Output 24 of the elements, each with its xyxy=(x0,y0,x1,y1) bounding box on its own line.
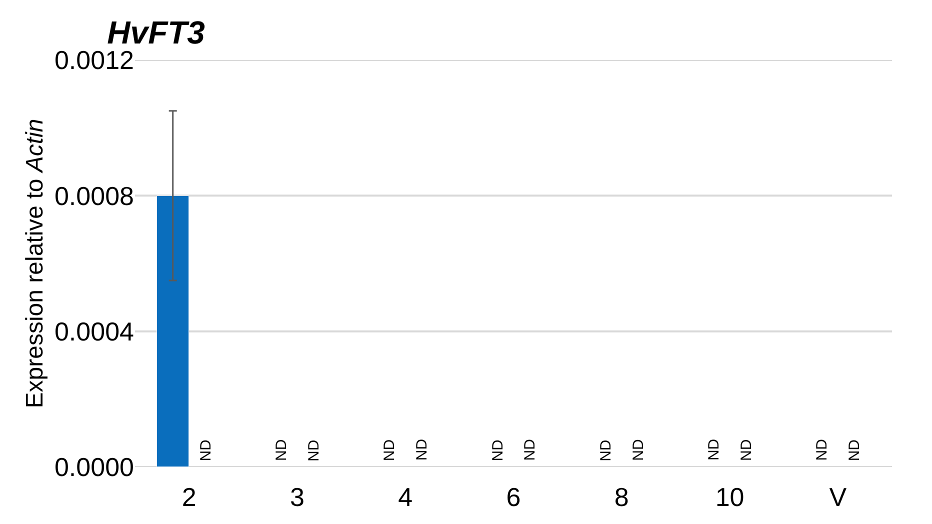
x-tick-label: 6 xyxy=(506,482,521,512)
text: ND xyxy=(272,439,290,461)
x-tick-label: 4 xyxy=(398,482,413,512)
y-tick-label: 0.0008 xyxy=(54,180,134,211)
x-tick-label: 3 xyxy=(290,482,304,512)
text: ND xyxy=(305,440,322,462)
text: ND xyxy=(630,439,647,461)
y-axis-title: Expression relative to Actin xyxy=(22,118,49,408)
y-tick-label: 0.0004 xyxy=(54,316,134,346)
x-tick-label: V xyxy=(829,482,848,512)
text: ND xyxy=(197,440,214,462)
text: ND xyxy=(381,439,398,462)
text: ND xyxy=(738,439,756,462)
text: ND xyxy=(414,438,431,461)
x-tick-label: 2 xyxy=(182,482,196,512)
text: ND xyxy=(597,440,614,462)
x-tick-label: 10 xyxy=(715,482,744,512)
x-tick-label: 8 xyxy=(614,482,629,512)
text: ND xyxy=(706,438,723,461)
text: ND xyxy=(814,439,831,461)
text: ND xyxy=(846,439,864,462)
text: ND xyxy=(522,439,539,461)
y-tick-label: 0.0000 xyxy=(54,452,134,482)
text: ND xyxy=(489,440,506,462)
